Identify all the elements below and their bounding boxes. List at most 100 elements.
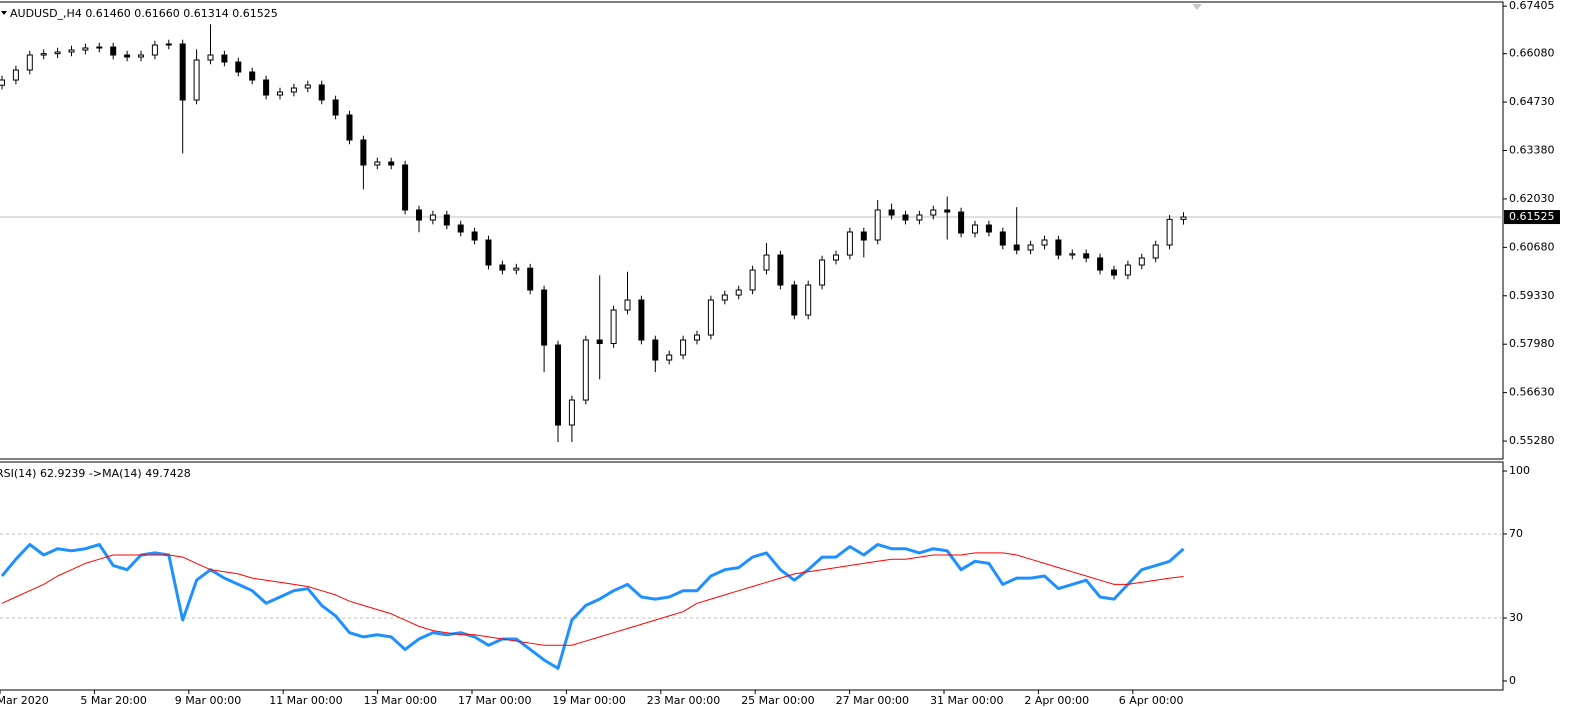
x-tick-label: 11 Mar 00:00 (269, 694, 342, 707)
candle-body (235, 61, 242, 73)
candle-body (1152, 244, 1159, 259)
y-tick-label: 0.63380 (1509, 144, 1555, 157)
candle-body (777, 254, 784, 286)
y-tick-label: 0.67405 (1509, 0, 1555, 12)
candle-body (930, 209, 937, 216)
candle-body (944, 209, 951, 213)
candle-body (596, 339, 603, 344)
candle-body (1083, 253, 1090, 259)
candle-body (749, 269, 756, 291)
candle-body (54, 51, 61, 55)
candle-body (833, 254, 839, 261)
candle-body (1180, 216, 1187, 220)
candle-body (874, 209, 881, 241)
candle-body (151, 44, 158, 56)
symbol-menu-arrow[interactable] (1, 11, 7, 15)
shift-marker (1192, 4, 1202, 10)
x-tick-label: 2 Apr 00:00 (1024, 694, 1089, 707)
y-tick-label: 0.56630 (1509, 386, 1555, 399)
candle-body (457, 224, 464, 233)
candle-body (0, 79, 5, 86)
y-tick-label: 0.59330 (1509, 289, 1555, 302)
candle-body (179, 43, 186, 101)
candle-body (110, 46, 117, 56)
candle-body (846, 231, 853, 256)
y-tick-label: 30 (1509, 611, 1523, 624)
candle-body (721, 294, 728, 301)
candle-body (694, 334, 700, 341)
candle-body (791, 284, 798, 316)
candle-body (304, 84, 311, 89)
y-tick-label: 0.55280 (1509, 434, 1555, 447)
candle-body (680, 339, 687, 356)
candle-body (499, 264, 506, 271)
candle-body (207, 54, 214, 61)
candle-body (652, 339, 659, 361)
candle-body (360, 139, 367, 166)
candle-body (666, 354, 673, 361)
rsi-panel (0, 461, 1504, 691)
candle-body (96, 46, 103, 49)
candle-body (902, 214, 909, 221)
candle-body (568, 399, 575, 426)
candle-body (471, 231, 478, 241)
x-tick-label: 13 Mar 00:00 (364, 694, 437, 707)
candle-body (1097, 257, 1104, 271)
candle-body (513, 267, 520, 271)
candle-body (263, 79, 270, 96)
candle-body (318, 84, 325, 101)
candle-body (443, 214, 450, 226)
candle-body (68, 49, 75, 53)
candle-body (707, 299, 714, 336)
candle-body (12, 69, 19, 81)
series-line (0, 543, 1185, 670)
candle-body (735, 289, 742, 296)
x-tick-label: 17 Mar 00:00 (458, 694, 531, 707)
candle-body (958, 211, 965, 234)
y-tick-label: 0.60680 (1509, 240, 1555, 253)
x-tick-label: 6 Apr 00:00 (1119, 694, 1184, 707)
candle-body (40, 53, 47, 56)
candle-body (388, 161, 395, 166)
chart-title: RSI(14) 62.9239 ->MA(14) 49.7428 (0, 467, 191, 480)
candle-body (1166, 218, 1173, 246)
candle-body (416, 209, 422, 221)
y-tick-label: 100 (1509, 464, 1530, 477)
candle-body (763, 254, 770, 271)
candle-body (555, 344, 561, 426)
candle-body (624, 299, 631, 311)
y-tick-label: 70 (1509, 527, 1523, 540)
candle-body (541, 289, 548, 346)
y-tick-label: 0 (1509, 674, 1516, 687)
candle-body (805, 284, 812, 316)
candle-body (82, 47, 89, 51)
candle-body (972, 224, 978, 234)
candle-body (290, 87, 297, 93)
candle-body (429, 214, 436, 221)
candle-body (138, 54, 144, 58)
x-tick-label: 25 Mar 00:00 (741, 694, 814, 707)
candle-body (332, 99, 339, 116)
x-tick-label: 27 Mar 00:00 (836, 694, 909, 707)
chart-title: AUDUSD_,H4 0.61460 0.61660 0.61314 0.615… (10, 7, 278, 20)
y-tick-label: 0.64730 (1509, 95, 1555, 108)
y-tick-label: 0.66080 (1509, 47, 1555, 60)
candle-body (1041, 239, 1048, 246)
candle-body (1027, 244, 1034, 251)
candle-body (165, 43, 172, 46)
candle-body (1013, 244, 1020, 251)
candle-body (610, 309, 617, 344)
candle-body (1124, 264, 1131, 276)
x-tick-label: 5 Mar 20:00 (80, 694, 146, 707)
candle-body (277, 91, 283, 96)
bid-label-box (1504, 210, 1560, 225)
candle-body (1069, 253, 1076, 256)
candle-body (888, 209, 895, 216)
x-tick-label: 19 Mar 00:00 (552, 694, 625, 707)
candle-body (1055, 239, 1062, 256)
candle-body (26, 54, 33, 71)
candle-body (527, 267, 534, 291)
x-tick-label: 31 Mar 00:00 (930, 694, 1003, 707)
